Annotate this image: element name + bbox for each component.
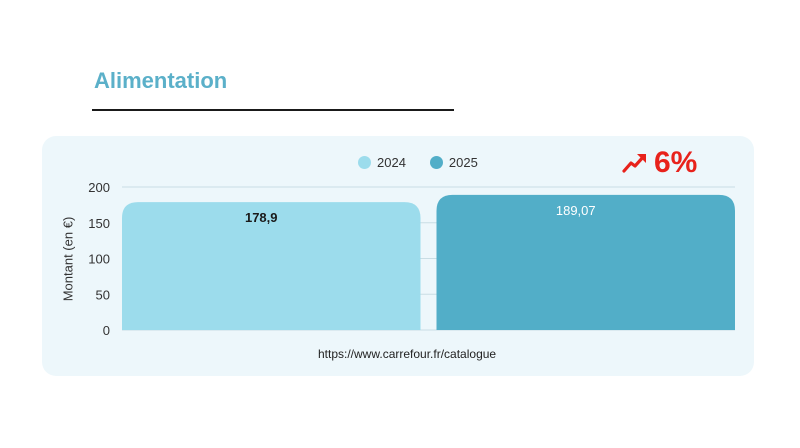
legend-label-2024: 2024: [377, 154, 406, 170]
y-tick-label-50: 50: [96, 287, 110, 302]
title-underline: [92, 109, 454, 111]
legend-swatch-2024: [358, 155, 371, 169]
data-label-2024: 178,9: [245, 210, 278, 225]
page-title: Alimentation: [94, 68, 228, 93]
y-tick-label-100: 100: [88, 252, 110, 267]
legend-label-2025: 2025: [448, 154, 478, 170]
trending-up-icon: [622, 154, 646, 173]
y-tick-label-0: 0: [103, 323, 110, 338]
data-label-2025: 189,07: [556, 203, 596, 218]
legend-item-2024: 2024: [358, 155, 406, 170]
trend-value: 6%: [654, 146, 698, 179]
chart-legend: 2024 2025: [358, 152, 478, 172]
y-tick-label-200: 200: [88, 180, 110, 195]
bar-2025: [436, 194, 735, 330]
bar-2024: [122, 202, 421, 330]
source-link[interactable]: https://www.carrefour.fr/catalogue: [318, 347, 497, 361]
legend-swatch-2025: [429, 155, 443, 169]
y-tick-label-150: 150: [88, 216, 110, 231]
trend-indicator: 6%: [622, 146, 697, 180]
legend-item-2025: 2025: [429, 154, 478, 170]
